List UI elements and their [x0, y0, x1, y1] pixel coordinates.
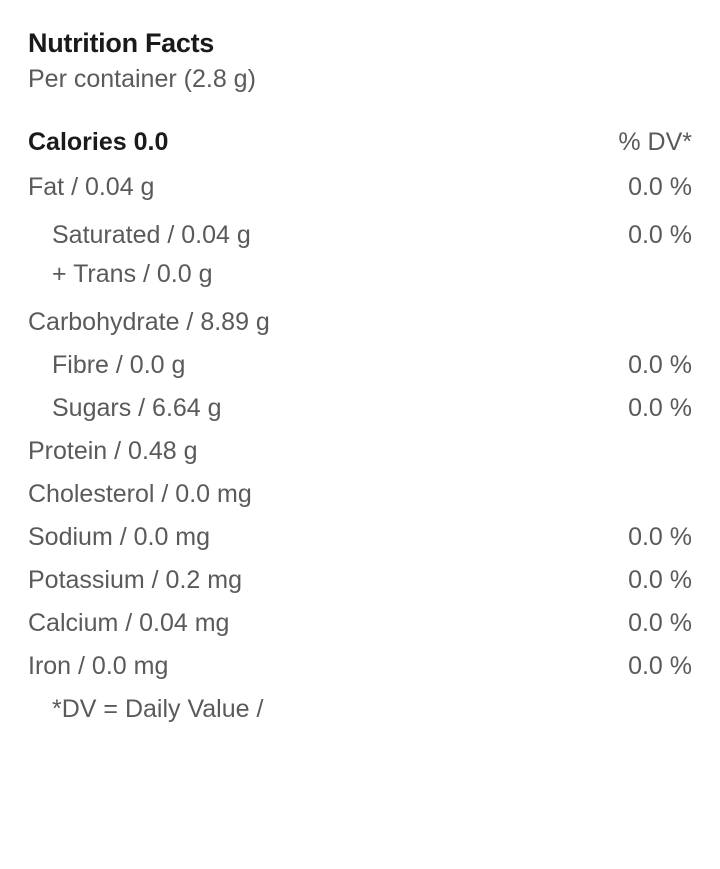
- dv-footnote: *DV = Daily Value /: [28, 695, 692, 724]
- cholesterol-label: Cholesterol / 0.0 mg: [28, 480, 252, 509]
- calcium-value: 0.0 %: [628, 609, 692, 638]
- sugars-value: 0.0 %: [628, 394, 692, 423]
- sodium-label: Sodium / 0.0 mg: [28, 523, 210, 552]
- sugars-row: Sugars / 6.64 g 0.0 %: [28, 394, 692, 423]
- fat-label: Fat / 0.04 g: [28, 173, 154, 202]
- sodium-value: 0.0 %: [628, 523, 692, 552]
- potassium-label: Potassium / 0.2 mg: [28, 566, 242, 595]
- iron-row: Iron / 0.0 mg 0.0 %: [28, 652, 692, 681]
- saturated-trans-row: Saturated / 0.04 g + Trans / 0.0 g 0.0 %: [28, 216, 692, 294]
- potassium-row: Potassium / 0.2 mg 0.0 %: [28, 566, 692, 595]
- sugars-label: Sugars / 6.64 g: [28, 394, 222, 423]
- saturated-label: Saturated / 0.04 g: [52, 216, 251, 255]
- carb-row: Carbohydrate / 8.89 g: [28, 308, 692, 337]
- fibre-label: Fibre / 0.0 g: [28, 351, 185, 380]
- potassium-value: 0.0 %: [628, 566, 692, 595]
- calcium-label: Calcium / 0.04 mg: [28, 609, 229, 638]
- dv-header: % DV*: [618, 128, 692, 157]
- protein-row: Protein / 0.48 g: [28, 437, 692, 466]
- serving-size: Per container (2.8 g): [28, 65, 692, 94]
- carb-label: Carbohydrate / 8.89 g: [28, 308, 270, 337]
- fibre-row: Fibre / 0.0 g 0.0 %: [28, 351, 692, 380]
- trans-label: + Trans / 0.0 g: [52, 255, 251, 294]
- fat-row: Fat / 0.04 g 0.0 %: [28, 173, 692, 202]
- fat-value: 0.0 %: [628, 173, 692, 202]
- protein-label: Protein / 0.48 g: [28, 437, 198, 466]
- calories-row: Calories 0.0 % DV*: [28, 128, 692, 157]
- saturated-trans-value: 0.0 %: [628, 221, 692, 250]
- calories-label: Calories 0.0: [28, 128, 168, 157]
- iron-value: 0.0 %: [628, 652, 692, 681]
- cholesterol-row: Cholesterol / 0.0 mg: [28, 480, 692, 509]
- sodium-row: Sodium / 0.0 mg 0.0 %: [28, 523, 692, 552]
- fibre-value: 0.0 %: [628, 351, 692, 380]
- calcium-row: Calcium / 0.04 mg 0.0 %: [28, 609, 692, 638]
- nutrition-title: Nutrition Facts: [28, 28, 692, 59]
- iron-label: Iron / 0.0 mg: [28, 652, 168, 681]
